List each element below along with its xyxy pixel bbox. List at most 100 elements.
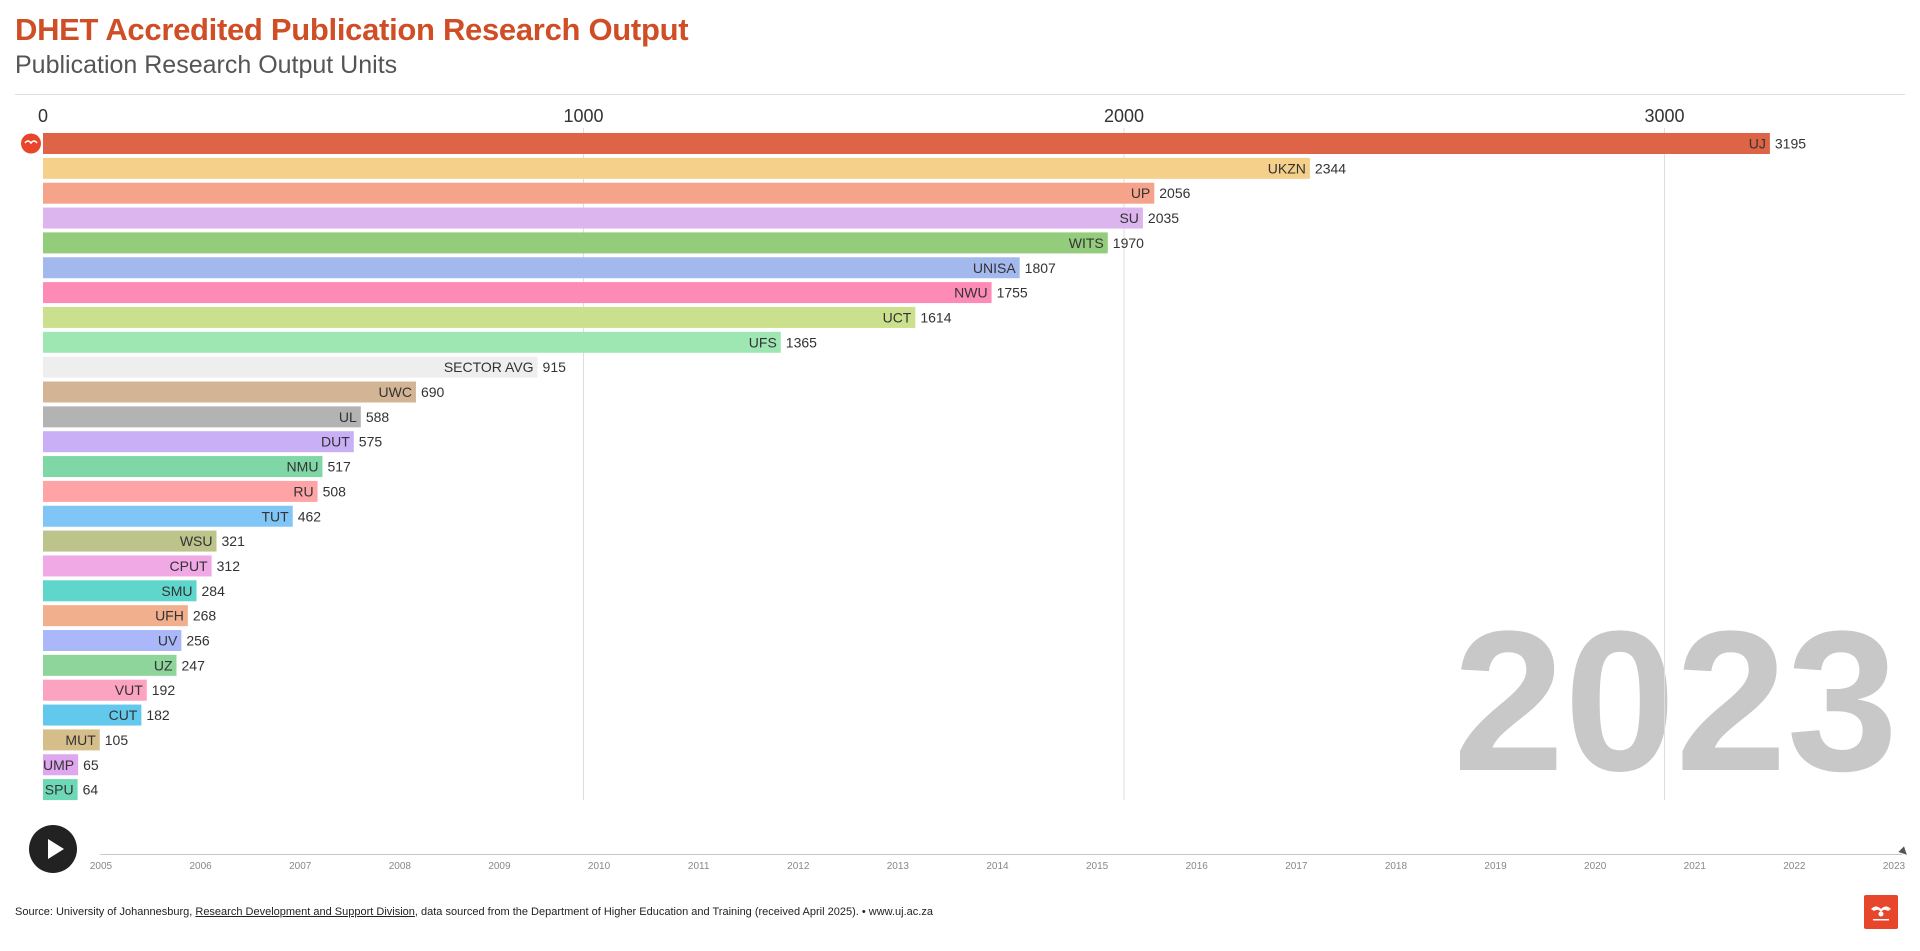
bar-category-label: DUT xyxy=(321,434,350,450)
bar xyxy=(43,704,142,726)
footer-suffix: , data sourced from the Department of Hi… xyxy=(414,906,933,918)
source-footer: Source: University of Johannesburg, Rese… xyxy=(15,906,933,918)
timeline-axis[interactable] xyxy=(100,854,1902,855)
bar-value-label: 915 xyxy=(543,359,567,375)
bar-category-label: WITS xyxy=(1069,235,1104,251)
bar xyxy=(43,306,916,328)
bar-category-label: TUT xyxy=(261,508,289,524)
bar-value-label: 462 xyxy=(298,508,322,524)
chart-header: DHET Accredited Publication Research Out… xyxy=(15,10,689,80)
bar xyxy=(43,207,1143,229)
chart-subtitle: Publication Research Output Units xyxy=(15,51,398,79)
timeline-year-label[interactable]: 2006 xyxy=(189,861,212,872)
timeline-year-label[interactable]: 2005 xyxy=(89,861,113,872)
bar-value-label: 284 xyxy=(202,583,226,599)
bar-value-label: 2344 xyxy=(1315,160,1346,176)
timeline-year-label[interactable]: 2007 xyxy=(289,861,312,872)
timeline-year-label[interactable]: 2023 xyxy=(1882,861,1906,872)
x-tick-label: 2000 xyxy=(1104,106,1144,126)
timeline-year-label[interactable]: 2013 xyxy=(886,861,909,872)
bar-value-label: 312 xyxy=(217,558,241,574)
timeline-year-label[interactable]: 2009 xyxy=(488,861,511,872)
bar-value-label: 192 xyxy=(152,682,176,698)
bar-category-label: UL xyxy=(339,409,357,425)
timeline-year-label[interactable]: 2022 xyxy=(1783,861,1806,872)
timeline-year-label[interactable]: 2021 xyxy=(1683,861,1706,872)
footer-division-link[interactable]: Research Development and Support Divisio… xyxy=(195,906,415,918)
bar-value-label: 1970 xyxy=(1113,235,1144,251)
bar xyxy=(43,431,354,453)
bar-value-label: 105 xyxy=(105,732,129,748)
bar-category-label: VUT xyxy=(115,682,143,698)
timeline-year-label[interactable]: 2018 xyxy=(1384,861,1408,872)
bar-value-label: 1614 xyxy=(920,309,951,325)
bar-category-label: UCT xyxy=(883,309,912,325)
header-divider xyxy=(15,94,1905,95)
bar-category-label: SMU xyxy=(161,583,192,599)
timeline-year-label[interactable]: 2016 xyxy=(1185,861,1208,872)
bar xyxy=(43,580,197,602)
bar-category-label: MUT xyxy=(65,732,96,748)
bar-value-label: 575 xyxy=(359,434,383,450)
bar xyxy=(43,406,361,428)
timeline-year-label[interactable]: 2019 xyxy=(1484,861,1507,872)
bar xyxy=(43,257,1020,279)
bar xyxy=(43,157,1310,179)
bar-category-label: UNISA xyxy=(973,260,1016,276)
bar-category-label: RU xyxy=(293,483,313,499)
bar-value-label: 1365 xyxy=(786,334,817,350)
timeline-year-label[interactable]: 2012 xyxy=(787,861,810,872)
bar xyxy=(43,729,100,751)
bar-value-label: 690 xyxy=(421,384,445,400)
bar-category-label: WSU xyxy=(180,533,213,549)
bar-category-label: UZ xyxy=(154,657,173,673)
bar-value-label: 1807 xyxy=(1025,260,1056,276)
bar-value-label: 247 xyxy=(182,657,206,673)
bar xyxy=(43,679,147,701)
bar-chart: 2023 0 1000 2000 3000 UJ 3195 UKZN 2344 UP 2056 SU 2… xyxy=(21,106,1898,813)
timeline-year-label[interactable]: 2017 xyxy=(1285,861,1308,872)
bar-category-label: NMU xyxy=(287,459,319,475)
bar xyxy=(43,381,416,403)
bar-value-label: 1755 xyxy=(997,285,1028,301)
timeline-year-label[interactable]: 2010 xyxy=(587,861,611,872)
timeline-year-label[interactable]: 2008 xyxy=(388,861,411,872)
bar-category-label: UP xyxy=(1131,185,1150,201)
bar-category-label: UWC xyxy=(379,384,412,400)
footer-prefix: Source: University of Johannesburg, xyxy=(15,906,196,918)
current-year-label: 2023 xyxy=(1453,590,1898,813)
bar-value-label: 517 xyxy=(327,459,351,475)
play-button[interactable] xyxy=(29,825,77,873)
x-tick-label: 1000 xyxy=(563,106,603,126)
timeline-handle-icon[interactable] xyxy=(1898,846,1910,858)
bar-value-label: 64 xyxy=(83,782,99,798)
bar-category-label: CPUT xyxy=(170,558,209,574)
bar-value-label: 3195 xyxy=(1775,136,1806,152)
timeline-year-label[interactable]: 2011 xyxy=(687,861,710,872)
bar xyxy=(43,530,217,552)
bar xyxy=(43,555,212,577)
bar xyxy=(43,232,1108,254)
bar xyxy=(43,754,79,776)
bar-category-label: SU xyxy=(1119,210,1138,226)
bar-value-label: 508 xyxy=(323,483,347,499)
bar xyxy=(43,331,781,353)
bar-category-label: SPU xyxy=(45,782,74,798)
bar-value-label: 256 xyxy=(186,633,210,649)
bar-value-label: 588 xyxy=(366,409,390,425)
bar-value-label: 2035 xyxy=(1148,210,1179,226)
bar xyxy=(43,456,323,478)
timeline-year-label[interactable]: 2015 xyxy=(1085,861,1109,872)
bar xyxy=(43,356,538,378)
bar-category-label: CUT xyxy=(109,707,138,723)
bar xyxy=(43,133,1770,154)
bar-category-label: UV xyxy=(158,633,178,649)
bar-category-label: NWU xyxy=(954,285,987,301)
timeline-year-label[interactable]: 2020 xyxy=(1584,861,1607,872)
timeline-year-label[interactable]: 2014 xyxy=(986,861,1009,872)
bar-category-label: UFS xyxy=(749,334,777,350)
bar xyxy=(43,480,318,502)
bar xyxy=(43,779,78,801)
bar-value-label: 65 xyxy=(83,757,99,773)
bar xyxy=(43,282,992,304)
